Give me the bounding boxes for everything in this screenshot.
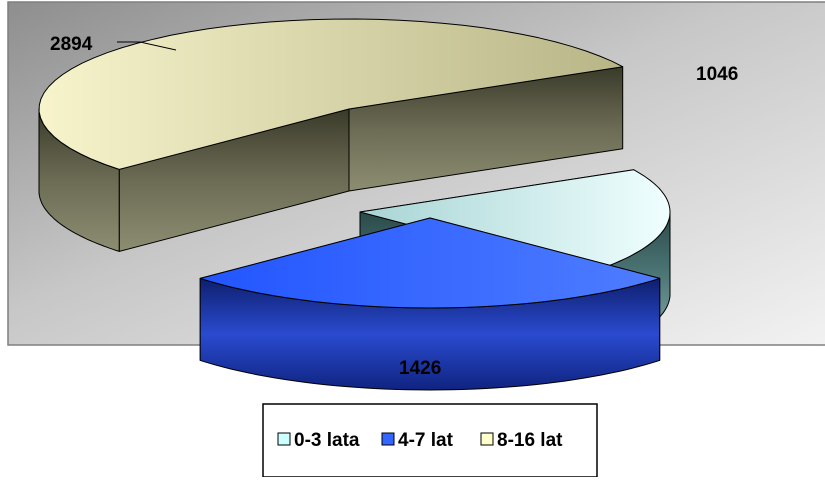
data-label-8-16-lat: 2894 [50,34,93,55]
legend-label-8-16-lat: 8-16 lat [497,430,563,451]
slice-top-8-16-lat [38,18,624,170]
legend-label-4-7-lat: 4-7 lat [398,430,454,451]
legend-swatch-4-7-lat [381,432,395,446]
slice-top-0-3-lata [359,169,671,273]
pie-slice-4-7-lat [199,217,661,391]
legend-swatch-8-16-lat [480,432,494,446]
data-label-0-3-lata: 1046 [696,64,738,85]
data-label-4-7-lat: 1426 [399,358,441,379]
legend-box [262,403,598,478]
legend-swatch-0-3-lata [277,432,291,446]
slice-top-4-7-lat [199,217,661,309]
leader-line-2894 [117,41,177,51]
legend: 0-3 lata 4-7 lat 8-16 lat [262,403,598,478]
pie-slice-8-16-lat [38,18,624,252]
legend-label-0-3-lata: 0-3 lata [294,430,360,451]
